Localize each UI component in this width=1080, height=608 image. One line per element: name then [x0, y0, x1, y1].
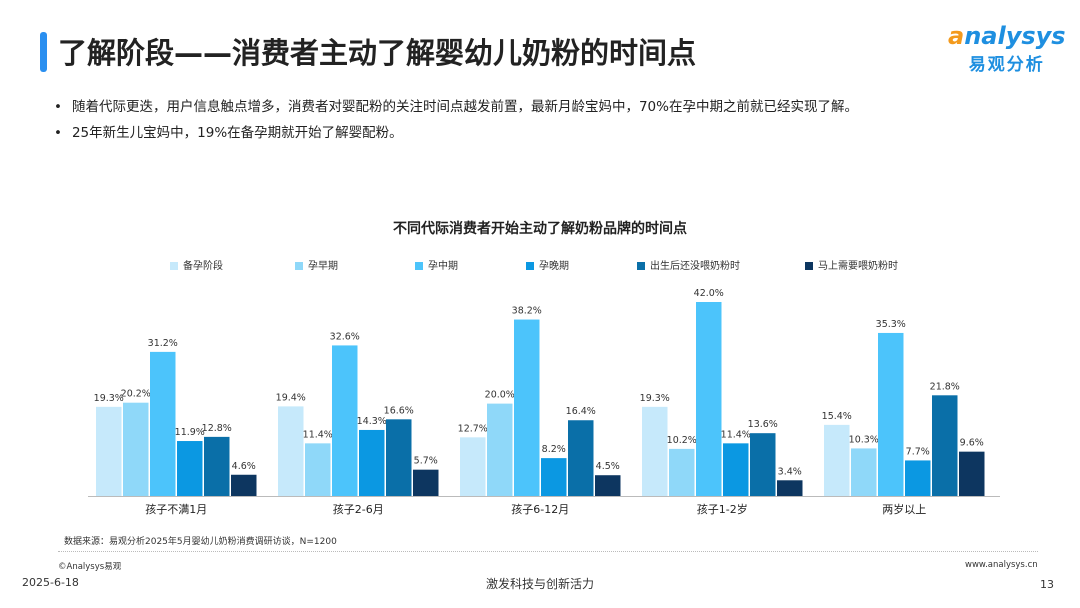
data-label: 31.2% [148, 338, 178, 349]
bar [696, 302, 722, 496]
legend-swatch [415, 262, 423, 270]
data-label: 4.6% [232, 461, 256, 472]
legend-item: 孕晚期 [526, 257, 569, 272]
x-tick-label: 孩子1-2岁 [697, 502, 748, 516]
x-tick-label: 孩子6-12月 [511, 503, 569, 516]
data-label: 19.3% [640, 393, 670, 404]
data-label: 11.4% [721, 429, 751, 440]
data-label: 21.8% [930, 381, 960, 392]
legend-swatch [637, 262, 645, 270]
data-label: 14.3% [357, 416, 387, 427]
bar [750, 433, 776, 496]
website-link[interactable]: www.analysys.cn [965, 560, 1038, 570]
legend-label: 出生后还没喂奶粉时 [650, 261, 740, 272]
data-label: 10.3% [849, 434, 879, 445]
bar [96, 406, 122, 496]
legend-label: 备孕阶段 [183, 261, 223, 272]
data-label: 32.6% [330, 331, 360, 342]
bar [123, 402, 149, 496]
bar [851, 448, 877, 496]
analysys-logo: analysys 易观分析 [948, 22, 1066, 75]
bar [278, 406, 304, 496]
page-number: 13 [1040, 578, 1054, 591]
bar [413, 469, 439, 496]
title-accent-bar [40, 32, 47, 72]
bar [359, 429, 385, 496]
data-label: 20.0% [485, 390, 515, 401]
data-label: 20.2% [121, 389, 151, 400]
data-label: 9.6% [960, 438, 984, 449]
legend-item: 孕中期 [415, 257, 458, 272]
page-title: 了解阶段——消费者主动了解婴幼儿奶粉的时间点 [58, 36, 697, 70]
bar [824, 424, 850, 496]
data-label: 11.4% [303, 429, 333, 440]
data-label: 4.5% [596, 461, 620, 472]
bar [932, 395, 958, 496]
bar [959, 451, 985, 496]
legend-item: 马上需要喂奶粉时 [805, 257, 898, 272]
chart-title: 不同代际消费者开始主动了解奶粉品牌的时间点 [393, 221, 687, 237]
x-tick-label: 两岁以上 [882, 502, 926, 516]
data-label: 5.7% [414, 456, 438, 467]
data-label: 13.6% [748, 419, 778, 430]
bar [204, 436, 230, 496]
legend-item: 出生后还没喂奶粉时 [637, 257, 740, 272]
data-label: 16.6% [384, 405, 414, 416]
data-label: 12.8% [202, 423, 232, 434]
legend-swatch [526, 262, 534, 270]
legend-label: 孕晚期 [539, 261, 569, 272]
bar [642, 406, 668, 496]
data-label: 10.2% [667, 435, 697, 446]
slogan: 激发科技与创新活力 [485, 577, 594, 591]
bar [669, 448, 695, 496]
data-label: 8.2% [542, 444, 566, 455]
bar [177, 441, 203, 496]
data-label: 16.4% [566, 406, 596, 417]
legend-label: 马上需要喂奶粉时 [818, 261, 898, 272]
bar [150, 351, 176, 496]
bar [386, 419, 412, 496]
x-tick-label: 孩子不满1月 [145, 503, 207, 516]
legend-label: 孕早期 [308, 261, 338, 272]
legend-item: 备孕阶段 [170, 257, 223, 272]
data-label: 15.4% [822, 411, 852, 422]
bar [723, 443, 749, 496]
data-label: 19.4% [276, 392, 306, 403]
legend-item: 孕早期 [295, 257, 338, 272]
bar [595, 475, 621, 496]
bar [305, 443, 331, 496]
data-label: 35.3% [876, 319, 906, 330]
bar [905, 460, 931, 496]
data-label: 11.9% [175, 427, 205, 438]
bullet-point: 25年新生儿宝妈中，19%在备孕期就开始了解婴配粉。 [54, 121, 403, 141]
bar [878, 332, 904, 496]
bar [541, 458, 567, 496]
data-label: 38.2% [512, 306, 542, 317]
data-label: 19.3% [94, 393, 124, 404]
legend-swatch [295, 262, 303, 270]
legend-swatch [805, 262, 813, 270]
bar [777, 480, 803, 496]
bar [231, 474, 257, 496]
copyright: ©Analysys易观 [58, 562, 122, 572]
x-tick-label: 孩子2-6月 [333, 503, 384, 516]
legend-swatch [170, 262, 178, 270]
data-label: 3.4% [778, 466, 802, 477]
bar [514, 319, 540, 496]
divider [58, 551, 1038, 552]
data-label: 7.7% [906, 446, 930, 457]
bar [568, 420, 594, 496]
bar [332, 345, 358, 496]
bar [487, 403, 513, 496]
legend-label: 孕中期 [428, 261, 458, 272]
data-label: 12.7% [458, 423, 488, 434]
data-label: 42.0% [694, 288, 724, 299]
date: 2025-6-18 [22, 576, 79, 589]
bullet-point: 随着代际更迭，用户信息触点增多，消费者对婴配粉的关注时间点越发前置，最新月龄宝妈… [54, 95, 858, 115]
data-source: 数据来源：易观分析2025年5月婴幼儿奶粉消费调研访谈，N=1200 [64, 537, 337, 547]
bar [460, 437, 486, 496]
